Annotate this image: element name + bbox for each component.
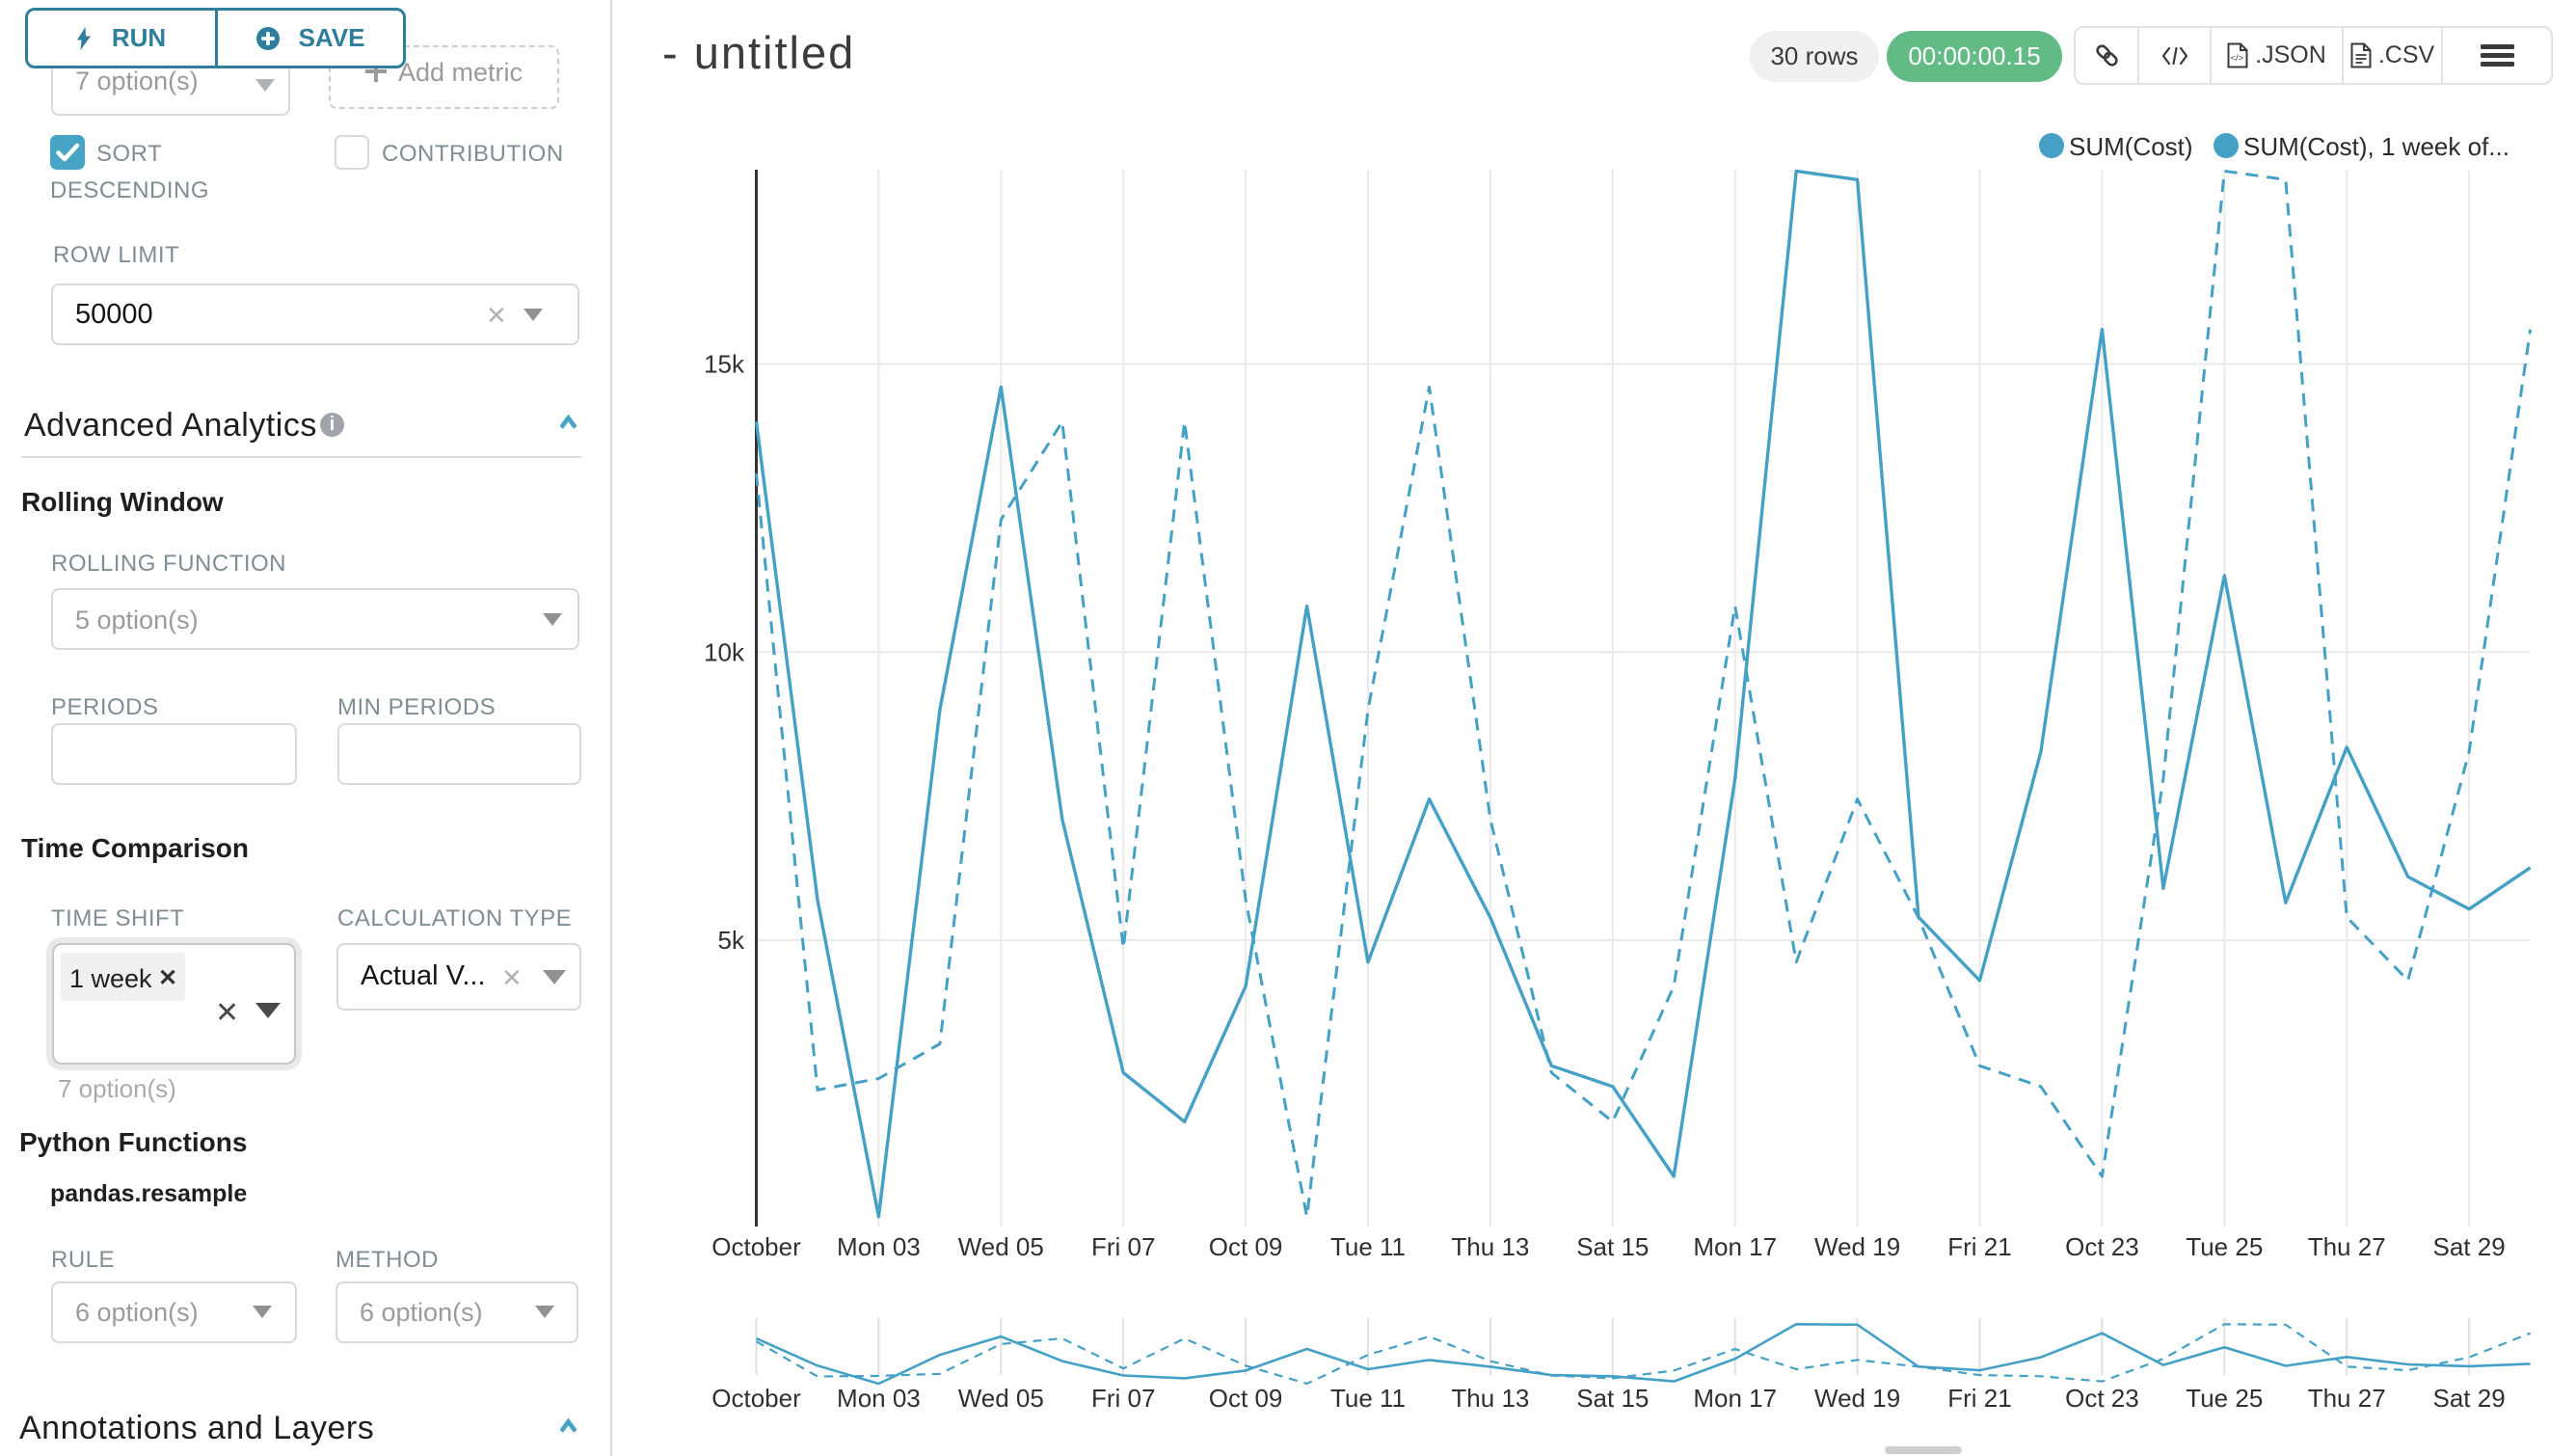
svg-text:Sat 29: Sat 29 [2433,1384,2506,1413]
svg-text:October: October [711,1384,801,1413]
svg-text:Tue 11: Tue 11 [1330,1384,1406,1413]
svg-text:October: October [711,1232,801,1261]
svg-text:Fri 21: Fri 21 [1947,1384,2011,1413]
svg-text:Sat 15: Sat 15 [1576,1232,1649,1261]
svg-text:15k: 15k [704,350,745,379]
svg-text:Sat 15: Sat 15 [1576,1384,1649,1413]
svg-text:Tue 11: Tue 11 [1330,1232,1406,1261]
svg-text:Thu 13: Thu 13 [1451,1384,1529,1413]
svg-text:Sat 29: Sat 29 [2433,1232,2506,1261]
svg-text:Mon 03: Mon 03 [837,1384,921,1413]
svg-text:SUM(Cost), 1 week of...: SUM(Cost), 1 week of... [2243,132,2509,161]
svg-text:Tue 25: Tue 25 [2186,1384,2263,1413]
svg-text:Thu 13: Thu 13 [1451,1232,1529,1261]
svg-text:Fri 21: Fri 21 [1947,1232,2011,1261]
svg-text:Fri 07: Fri 07 [1091,1232,1155,1261]
svg-text:Tue 25: Tue 25 [2186,1232,2263,1261]
svg-text:Wed 05: Wed 05 [958,1232,1044,1261]
svg-text:Mon 17: Mon 17 [1693,1232,1777,1261]
svg-text:Wed 19: Wed 19 [1814,1232,1900,1261]
svg-text:Thu 27: Thu 27 [2308,1232,2386,1261]
svg-text:Wed 19: Wed 19 [1814,1384,1900,1413]
svg-text:Mon 03: Mon 03 [837,1232,921,1261]
svg-text:Fri 07: Fri 07 [1091,1384,1155,1413]
svg-text:10k: 10k [704,637,745,666]
svg-text:</>: </> [2231,53,2244,64]
svg-text:Oct 09: Oct 09 [1209,1384,1283,1413]
svg-text:Mon 17: Mon 17 [1693,1384,1777,1413]
svg-text:5k: 5k [718,926,745,955]
svg-text:Thu 27: Thu 27 [2308,1384,2386,1413]
svg-text:SUM(Cost): SUM(Cost) [2069,132,2193,161]
svg-text:Wed 05: Wed 05 [958,1384,1044,1413]
svg-text:Oct 23: Oct 23 [2065,1384,2139,1413]
svg-text:Oct 23: Oct 23 [2065,1232,2139,1261]
svg-text:Oct 09: Oct 09 [1209,1232,1283,1261]
